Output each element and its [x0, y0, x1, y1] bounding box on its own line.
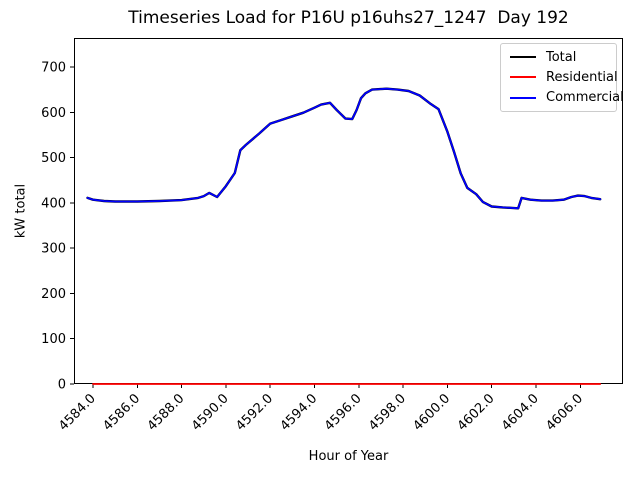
x-axis-tick-label: 4594.0: [278, 391, 321, 434]
legend-label-total: Total: [546, 49, 577, 65]
y-axis-tick-label: 300: [41, 242, 66, 257]
x-axis-tick-label: 4586.0: [100, 391, 143, 434]
legend-entry-total: Total: [501, 50, 616, 65]
legend: Total Residential Commercial: [500, 43, 624, 112]
x-axis-tick-label: 4592.0: [233, 391, 276, 434]
x-axis-tick-label: 4584.0: [56, 391, 99, 434]
residential-line-swatch: [510, 76, 536, 79]
commercial-line-swatch: [510, 96, 536, 99]
series-line-commercial: [86, 87, 602, 210]
y-axis-tick-label: 600: [41, 106, 66, 121]
x-axis-tick-label: 4600.0: [410, 391, 453, 434]
total-line-swatch: [510, 56, 536, 59]
x-axis-label: Hour of Year: [308, 449, 389, 464]
y-axis-tick-label: 500: [41, 151, 66, 166]
x-axis-tick-label: 4588.0: [145, 391, 188, 434]
legend-entry-residential: Residential: [501, 69, 618, 85]
legend-label-commercial: Commercial: [546, 90, 624, 106]
y-axis-tick-label: 0: [58, 378, 66, 393]
y-axis-tick-label: 100: [41, 332, 66, 347]
chart-title: Timeseries Load for P16U p16uhs27_1247 D…: [128, 8, 569, 28]
x-axis-tick-label: 4606.0: [543, 391, 586, 434]
y-axis-tick-label: 200: [41, 287, 66, 302]
x-axis-tick-label: 4596.0: [322, 391, 365, 434]
y-axis-tick-label: 400: [41, 196, 66, 211]
y-axis-tick-label: 700: [41, 60, 66, 75]
x-axis-tick-label: 4602.0: [455, 391, 498, 434]
x-axis-tick-label: 4604.0: [499, 391, 542, 434]
legend-entry-commercial: Commercial: [501, 90, 624, 105]
x-axis-tick-label: 4590.0: [189, 391, 232, 434]
legend-label-residential: Residential: [546, 69, 618, 85]
x-axis-tick-label: 4598.0: [366, 391, 409, 434]
